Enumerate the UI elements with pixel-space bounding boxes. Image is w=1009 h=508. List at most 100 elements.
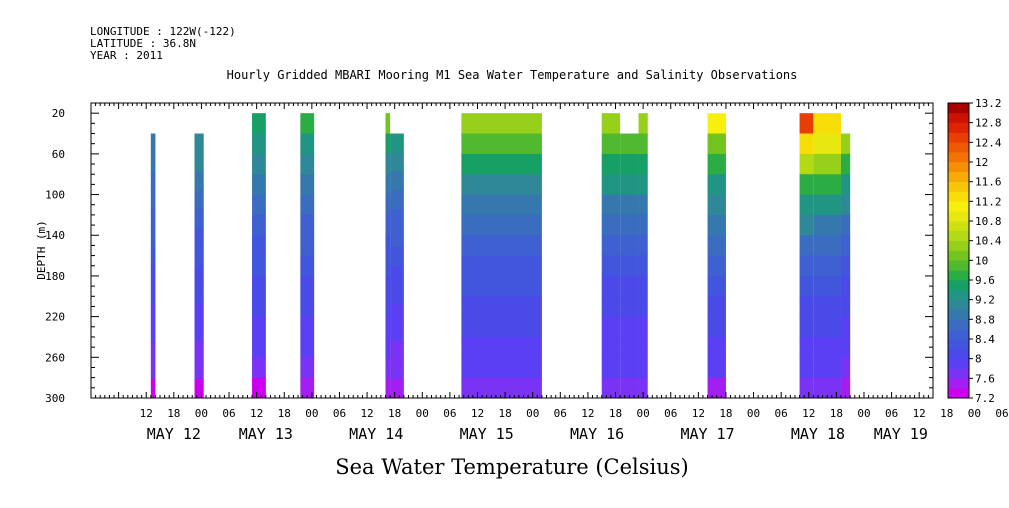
data-cell	[252, 153, 266, 175]
data-cell	[390, 265, 404, 286]
data-segment	[799, 113, 814, 399]
data-cell	[385, 357, 391, 379]
data-cell	[601, 174, 621, 195]
x-tick-label: 00	[968, 407, 981, 420]
data-cell	[150, 341, 156, 361]
data-cell	[638, 113, 648, 134]
data-cell	[150, 209, 156, 229]
data-cell	[840, 357, 851, 379]
colorbar-swatch	[948, 329, 969, 340]
data-cell	[840, 153, 851, 175]
x-tick-label: 06	[775, 407, 788, 420]
data-cell	[707, 133, 726, 155]
data-cell	[390, 284, 404, 304]
colorbar-swatch	[948, 211, 969, 222]
data-cell	[252, 296, 266, 318]
data-cell	[194, 284, 204, 304]
colorbar-swatch	[948, 339, 969, 350]
data-cell	[707, 194, 726, 216]
data-cell	[707, 377, 726, 399]
plot-area	[150, 113, 851, 399]
x-tick-label: 00	[526, 407, 539, 420]
data-cell	[252, 316, 266, 338]
data-segment	[300, 113, 315, 399]
data-cell	[799, 133, 814, 155]
data-cell	[252, 377, 266, 399]
colorbar-label: 11.2	[975, 195, 1002, 208]
data-cell	[707, 113, 726, 134]
data-segment	[385, 113, 391, 399]
x-tick-label: 06	[333, 407, 346, 420]
data-cell	[813, 275, 841, 297]
colorbar-swatch	[948, 181, 969, 192]
x-tick-label: 06	[995, 407, 1008, 420]
data-cell	[840, 235, 851, 256]
colorbar-swatch	[948, 201, 969, 212]
colorbar-label: 7.6	[975, 372, 995, 385]
data-cell	[390, 209, 404, 229]
x-tick-label: 06	[443, 407, 456, 420]
colorbar-label: 8	[975, 353, 982, 366]
data-cell	[385, 113, 391, 134]
data-cell	[385, 336, 391, 358]
data-cell	[601, 113, 621, 134]
data-cell	[390, 379, 404, 399]
data-cell	[194, 190, 204, 210]
colorbar-swatch	[948, 112, 969, 123]
y-axis-label: DEPTH (m)	[35, 220, 48, 280]
colorbar-label: 7.2	[975, 392, 995, 405]
data-cell	[385, 296, 391, 318]
data-cell	[799, 153, 814, 175]
data-cell	[300, 255, 315, 277]
data-cell	[620, 336, 639, 358]
x-tick-label: 12	[140, 407, 153, 420]
data-cell	[620, 377, 639, 399]
x-tick-label: 12	[360, 407, 373, 420]
data-cell	[638, 235, 648, 256]
data-cell	[194, 152, 204, 172]
chart-header: LONGITUDE : 122W(-122) LATITUDE : 36.8N …	[90, 25, 797, 82]
data-cell	[799, 357, 814, 379]
colorbar-swatch	[948, 260, 969, 271]
data-cell	[385, 214, 391, 236]
data-cell	[707, 153, 726, 175]
data-cell	[390, 322, 404, 342]
data-cell	[799, 255, 814, 277]
data-cell	[194, 360, 204, 380]
data-cell	[840, 275, 851, 297]
data-cell	[461, 336, 542, 358]
data-cell	[385, 316, 391, 338]
x-tick-label: 06	[554, 407, 567, 420]
data-cell	[194, 265, 204, 286]
colorbar-swatch	[948, 299, 969, 310]
x-tick-label: 18	[609, 407, 622, 420]
data-cell	[840, 316, 851, 338]
data-cell	[150, 190, 156, 210]
y-tick-label: 300	[45, 392, 65, 405]
colorbar-swatch	[948, 122, 969, 133]
data-cell	[194, 171, 204, 191]
data-cell	[461, 133, 542, 155]
data-cell	[601, 255, 621, 277]
data-cell	[840, 214, 851, 236]
year-label: YEAR : 2011	[90, 49, 163, 62]
data-cell	[707, 174, 726, 195]
data-cell	[461, 174, 542, 195]
x-tick-label: 00	[195, 407, 208, 420]
data-cell	[813, 174, 841, 195]
data-cell	[461, 153, 542, 175]
data-cell	[194, 303, 204, 323]
data-cell	[300, 214, 315, 236]
data-cell	[300, 336, 315, 358]
data-cell	[150, 322, 156, 342]
data-cell	[799, 336, 814, 358]
colorbar-swatch	[948, 240, 969, 251]
data-cell	[300, 316, 315, 338]
data-segment	[252, 113, 266, 399]
data-cell	[799, 296, 814, 318]
data-cell	[194, 209, 204, 229]
data-cell	[638, 214, 648, 236]
data-cell	[638, 275, 648, 297]
data-cell	[638, 357, 648, 379]
colorbar-label: 10.4	[975, 235, 1002, 248]
